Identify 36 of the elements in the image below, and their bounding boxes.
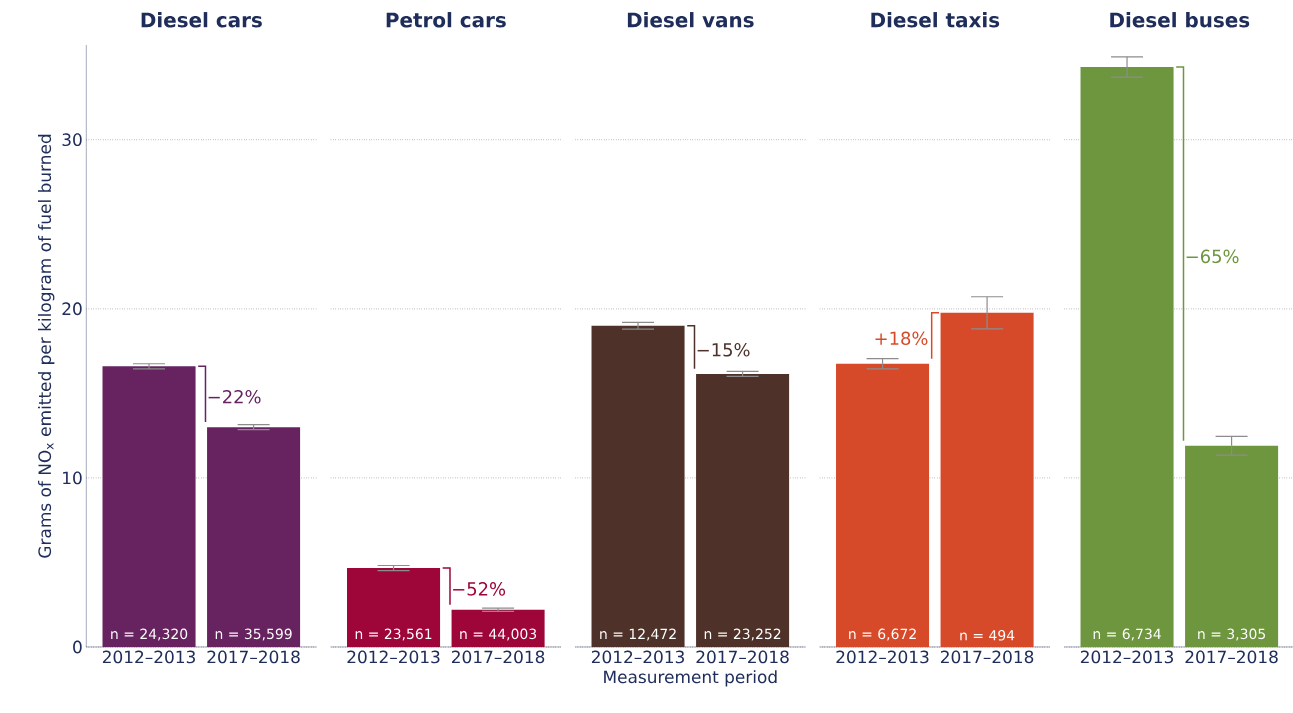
chart-title: Diesel taxis	[871, 12, 1000, 28]
x-tick-label: 2017–2018	[940, 650, 1034, 664]
annotation: n = 23,561	[355, 628, 432, 641]
y-tick-label: 0	[73, 640, 82, 654]
x-tick-label: 2012–2013	[591, 650, 684, 664]
annotation: −22%	[208, 389, 261, 404]
x-tick-label: 2012–2013	[1080, 650, 1173, 664]
x-tick-label: 2012–2013	[836, 650, 929, 664]
x-axis-title: Measurement period	[604, 670, 777, 687]
y-tick-label: 10	[63, 471, 82, 485]
annotation: −52%	[453, 582, 506, 596]
annotation: n = 12,472	[600, 628, 676, 641]
annotation: n = 494	[960, 630, 1015, 641]
x-tick-label: 2017–2018	[1185, 650, 1278, 664]
annotation: −15%	[697, 343, 750, 357]
x-tick-label: 2012–2013	[102, 650, 195, 664]
x-tick-label: 2017–2018	[207, 650, 300, 664]
x-tick-label: 2017–2018	[451, 650, 545, 664]
annotation: n = 44,003	[460, 628, 537, 641]
y-tick-label: 20	[62, 302, 82, 316]
chart-title: Diesel cars	[141, 12, 262, 28]
annotation: n = 3,305	[1198, 628, 1266, 641]
chart-title: Petrol cars	[386, 12, 506, 28]
x-tick-label: 2017–2018	[696, 650, 789, 664]
annotation: n = 23,252	[704, 628, 781, 641]
y-axis-title: Grams of NO$_{x}$ emitted per kilogram of fuel burned	[38, 134, 55, 558]
annotation: n = 6,672	[849, 628, 916, 641]
y-tick-label: 30	[62, 133, 82, 147]
annotation: n = 24,320	[111, 628, 188, 641]
annotation: +18%	[875, 331, 928, 346]
chart-title: Diesel buses	[1110, 12, 1250, 28]
annotation: n = 6,734	[1093, 628, 1161, 641]
chart-title: Diesel vans	[627, 12, 754, 28]
annotation: −65%	[1186, 249, 1239, 264]
annotation: n = 35,599	[215, 628, 292, 641]
x-tick-label: 2012–2013	[347, 650, 440, 664]
